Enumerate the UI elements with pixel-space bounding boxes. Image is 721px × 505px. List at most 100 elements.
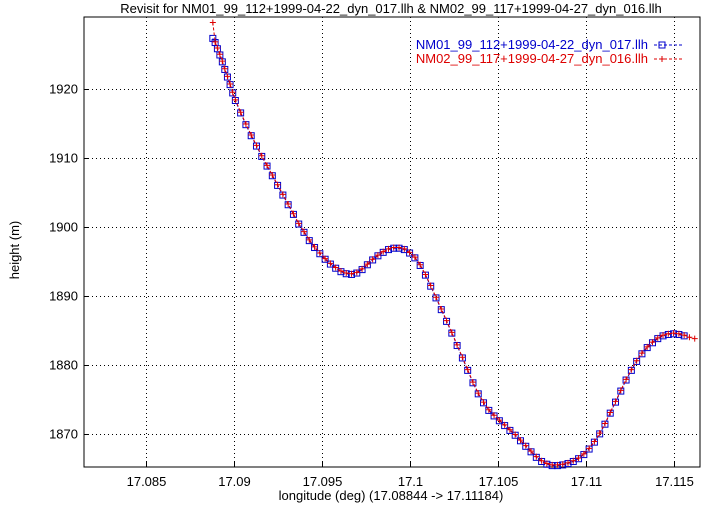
data-point	[617, 387, 624, 394]
data-point	[528, 448, 535, 455]
data-point	[380, 248, 387, 255]
data-point	[575, 455, 582, 462]
data-point	[601, 420, 608, 427]
data-point	[517, 437, 524, 444]
data-point	[212, 38, 219, 45]
data-point	[216, 51, 223, 58]
data-point	[675, 330, 682, 337]
data-point	[512, 431, 519, 438]
data-point	[612, 398, 619, 405]
data-point	[691, 335, 698, 342]
data-point	[464, 366, 471, 373]
data-point	[491, 412, 498, 419]
data-point	[385, 245, 392, 252]
data-point	[359, 265, 366, 272]
data-point	[290, 210, 297, 217]
data-point	[311, 243, 318, 250]
data-point	[607, 409, 614, 416]
grid	[84, 17, 700, 467]
x-tick-label: 17.11	[571, 474, 603, 489]
data-point	[633, 357, 640, 364]
data-point	[316, 250, 323, 257]
data-point	[364, 261, 371, 268]
data-point	[506, 426, 513, 433]
data-point	[229, 89, 236, 96]
x-axis-title: longitude (deg) (17.08844 -> 17.11184)	[279, 488, 504, 503]
data-point	[422, 271, 429, 278]
data-point	[644, 343, 651, 350]
data-point	[417, 261, 424, 268]
y-tick-label: 1880	[49, 358, 78, 373]
data-point	[406, 249, 413, 256]
y-tick-label: 1890	[49, 289, 78, 304]
data-point	[443, 317, 450, 324]
data-point	[459, 354, 466, 361]
data-point	[554, 461, 561, 468]
data-point	[522, 442, 529, 449]
data-point	[570, 457, 577, 464]
data-point	[485, 406, 492, 413]
data-point	[565, 459, 571, 466]
data-point	[232, 96, 239, 103]
data-point	[237, 109, 244, 116]
data-point	[369, 256, 376, 263]
data-point	[258, 152, 265, 159]
data-point	[327, 260, 334, 267]
plot-area	[84, 17, 700, 467]
data-point	[438, 305, 445, 312]
data-point	[660, 332, 667, 339]
data-point	[390, 244, 397, 251]
data-point	[301, 228, 307, 235]
data-point	[559, 461, 566, 468]
data-point	[586, 445, 593, 452]
data-point	[264, 162, 271, 169]
data-point	[591, 438, 598, 445]
data-point	[411, 254, 418, 261]
data-point	[496, 417, 503, 424]
x-tick-label: 17.115	[655, 474, 694, 489]
data-point	[623, 376, 630, 383]
data-point	[580, 450, 587, 457]
data-point	[628, 366, 635, 373]
data-point	[285, 201, 292, 208]
data-point	[686, 334, 693, 341]
x-tick-label: 17.105	[479, 474, 519, 489]
data-point	[649, 339, 656, 346]
data-point	[348, 270, 355, 277]
data-point	[279, 191, 286, 198]
data-point	[654, 334, 661, 341]
data-point	[454, 341, 461, 348]
data-point	[374, 252, 381, 259]
x-tick-label: 17.1	[398, 474, 423, 489]
data-point	[332, 264, 339, 271]
data-point	[221, 65, 228, 72]
legend-label: NM01_99_112+1999-04-22_dyn_017.llh	[416, 37, 648, 52]
data-point	[242, 120, 249, 127]
data-point	[343, 270, 350, 277]
y-tick-label: 1900	[49, 220, 78, 235]
data-point	[469, 379, 476, 386]
x-tick-label: 17.09	[218, 474, 251, 489]
ticks: 17.085 17.09 17.095 17.1 17.105 17.11 17.115 18…	[49, 82, 694, 490]
chart-title: Revisit for NM01_99_112+1999-04-22_dyn_0…	[120, 1, 662, 16]
data-point	[219, 58, 226, 65]
data-point	[224, 73, 231, 80]
data-point	[665, 330, 672, 337]
data-point	[596, 430, 603, 437]
legend: NM01_99_112+1999-04-22_dyn_017.llhNM02_9…	[416, 37, 682, 66]
y-tick-label: 1910	[49, 151, 78, 166]
data-point	[322, 255, 329, 262]
data-point	[214, 45, 221, 52]
data-point	[337, 267, 344, 274]
data-point	[427, 282, 434, 289]
data-point	[538, 457, 545, 464]
series-layer	[209, 19, 698, 470]
data-point	[248, 132, 255, 139]
data-point	[396, 244, 403, 251]
plot-frame	[83, 16, 701, 468]
data-point	[480, 399, 487, 406]
series-2	[209, 19, 698, 468]
y-tick-label: 1920	[49, 82, 78, 97]
data-point	[353, 269, 360, 276]
